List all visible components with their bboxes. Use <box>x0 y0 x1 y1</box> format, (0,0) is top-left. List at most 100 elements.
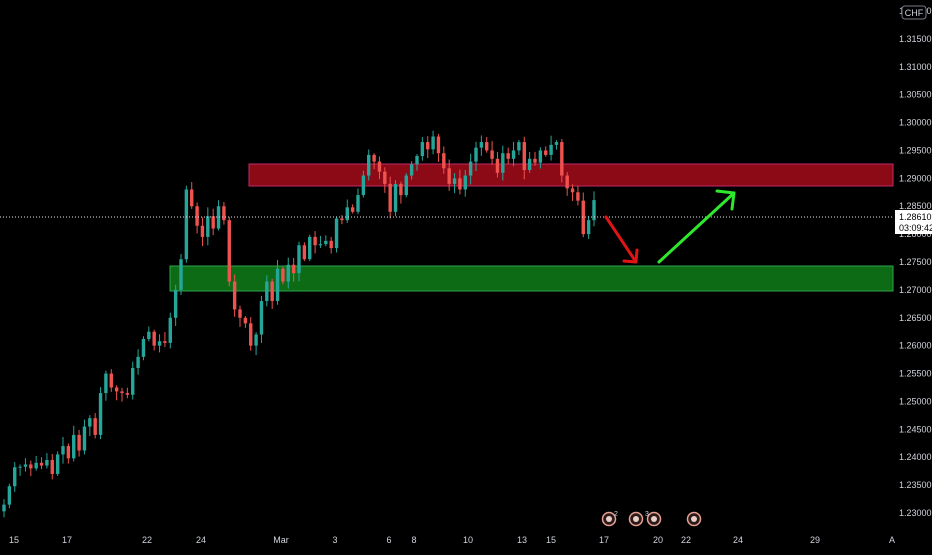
time-tick-label: 20 <box>653 535 663 545</box>
support-zone[interactable] <box>169 265 894 292</box>
candle <box>45 453 49 469</box>
time-tick-label: 17 <box>62 535 72 545</box>
candle <box>13 462 17 492</box>
candle <box>168 312 172 349</box>
event-badge[interactable] <box>686 511 702 527</box>
candle <box>426 136 430 159</box>
time-axis[interactable]: 15 17 22 24 Mar 3 6 8 10 13 15 17 20 22 24 29 A <box>9 535 895 545</box>
candle <box>2 499 6 518</box>
price-tick-label: 1.30000 <box>899 118 932 128</box>
last-price-label: 1.28610 03:09:42 <box>895 210 932 234</box>
candle <box>275 260 280 305</box>
candle <box>211 208 215 236</box>
candle <box>173 284 178 326</box>
candle <box>372 153 376 170</box>
price-tick-label: 1.25000 <box>899 396 932 406</box>
candle <box>190 182 194 209</box>
candle <box>238 305 242 327</box>
candle <box>586 215 591 240</box>
candle <box>286 257 290 289</box>
candle <box>7 483 12 509</box>
price-tick-label: 1.24500 <box>899 424 932 434</box>
candle <box>447 159 451 191</box>
candle <box>152 329 156 351</box>
price-tick-label: 1.31000 <box>899 62 932 72</box>
candle <box>415 154 419 171</box>
price-tick-label: 1.23500 <box>899 480 932 490</box>
price-tick-label: 1.29500 <box>899 145 932 155</box>
candle <box>485 136 489 153</box>
candle <box>120 387 124 402</box>
candle <box>506 147 510 164</box>
price-tick-label: 1.28000 <box>899 229 932 239</box>
candle <box>420 136 425 161</box>
candle <box>200 217 205 247</box>
time-tick-label: 13 <box>517 535 527 545</box>
last-price-value: 1.28610 <box>899 212 932 222</box>
resistance-zone[interactable] <box>248 163 894 187</box>
candle <box>34 455 38 471</box>
candle <box>313 231 317 254</box>
candle <box>495 152 500 178</box>
currency-badge[interactable]: CHF <box>901 5 927 20</box>
candle <box>549 135 553 161</box>
candle <box>66 443 71 464</box>
event-badge[interactable] <box>628 511 644 527</box>
event-count: 3 <box>645 511 649 518</box>
candle <box>291 257 296 282</box>
price-tick-label: 1.30500 <box>899 90 932 100</box>
candle <box>479 135 484 156</box>
candle <box>77 429 81 457</box>
candle <box>393 180 398 217</box>
candle <box>538 147 543 169</box>
candle <box>527 151 532 173</box>
candle <box>522 136 526 180</box>
candle <box>501 145 505 181</box>
candle <box>50 453 54 480</box>
candle <box>141 336 146 361</box>
candle <box>560 138 564 183</box>
candle <box>576 185 580 206</box>
candle <box>490 141 494 165</box>
time-tick-label: 22 <box>142 535 152 545</box>
candle <box>179 254 183 295</box>
candle <box>222 202 226 225</box>
candlestick-series <box>2 130 596 518</box>
candle <box>232 274 237 317</box>
candle <box>72 425 76 462</box>
candle <box>281 266 285 285</box>
candle <box>114 385 119 401</box>
time-tick-label: 24 <box>196 535 206 545</box>
candle <box>517 140 521 155</box>
candle <box>302 242 307 262</box>
candle <box>184 185 189 263</box>
candle <box>463 169 467 197</box>
candle <box>404 173 408 198</box>
candle <box>329 236 333 254</box>
event-badge[interactable] <box>601 511 617 527</box>
candle <box>436 133 441 162</box>
price-tick-label: 1.24000 <box>899 452 932 462</box>
candle <box>216 200 221 231</box>
price-tick-label: 1.26000 <box>899 341 932 351</box>
time-tick-label: 24 <box>733 535 743 545</box>
price-tick-label: 1.27500 <box>899 257 932 267</box>
event-count: 2 <box>614 511 618 518</box>
candle <box>254 332 258 356</box>
candle <box>554 140 559 150</box>
candle <box>592 191 596 227</box>
event-badge[interactable] <box>646 511 662 527</box>
price-tick-label: 1.27000 <box>899 285 932 295</box>
candle <box>544 146 548 157</box>
candle <box>18 464 22 476</box>
projection-arrow-up[interactable] <box>657 189 736 264</box>
time-tick-label: 3 <box>332 535 337 545</box>
candle <box>458 169 462 195</box>
candle <box>383 167 387 193</box>
projection-arrow-down[interactable] <box>604 215 639 264</box>
time-tick-label: 6 <box>386 535 391 545</box>
time-tick-label: 17 <box>599 535 609 545</box>
